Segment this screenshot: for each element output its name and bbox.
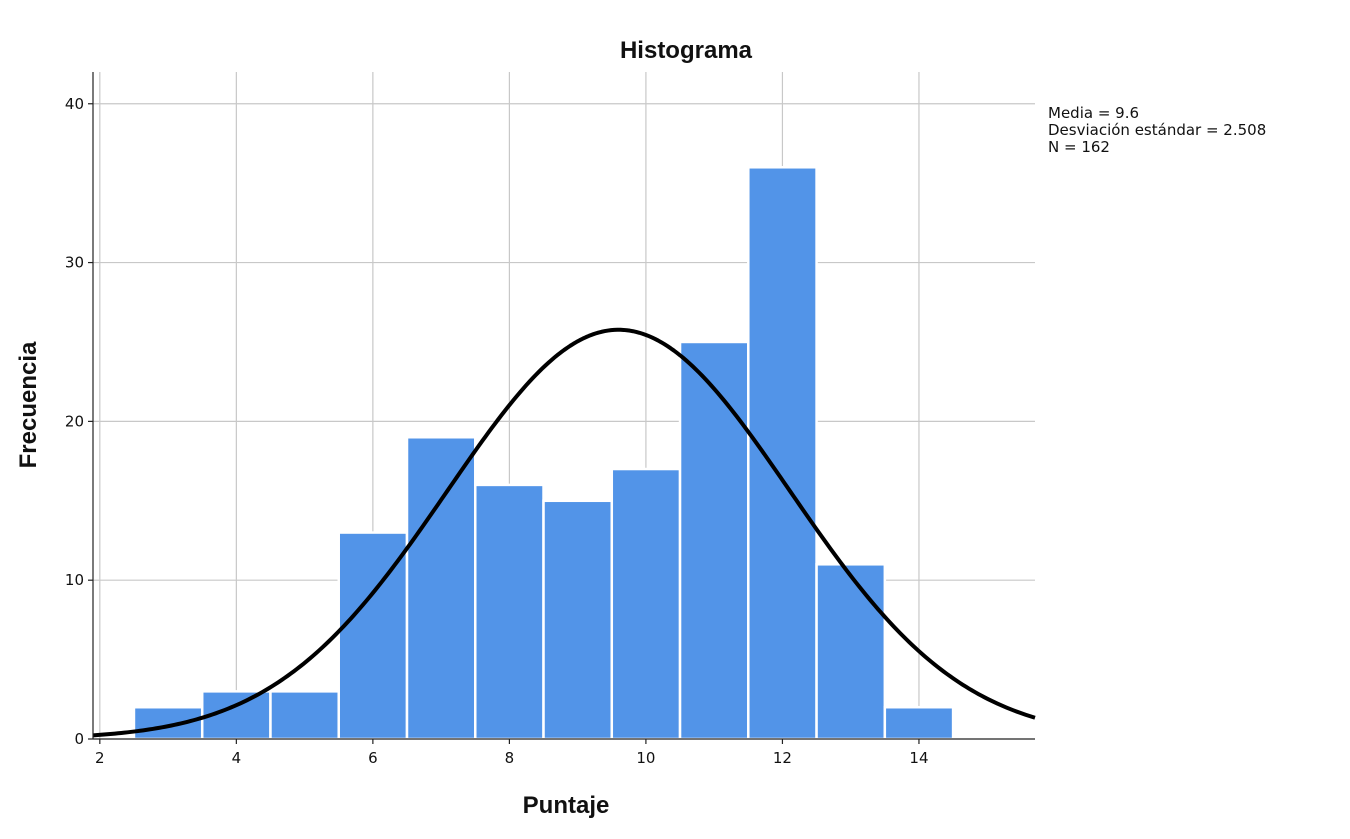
chart-title: Histograma [620, 37, 753, 64]
x-tick-label: 10 [636, 749, 655, 767]
y-tick-label: 30 [65, 254, 84, 272]
curve-layer [92, 327, 1036, 738]
ticks-layer: 2 4 6 8 10 12 14 0 10 20 30 40 [65, 95, 929, 767]
histogram-bar [269, 690, 340, 741]
histogram-bar [883, 705, 955, 741]
histogram-bar [610, 467, 682, 741]
histogram-bar [747, 166, 818, 741]
y-axis-label: Frecuencia [15, 341, 42, 468]
x-tick-label: 8 [505, 749, 515, 767]
y-tick-label: 10 [65, 571, 84, 589]
x-tick-label: 4 [232, 749, 242, 767]
histogram-bar [474, 483, 545, 741]
histogram-bar [678, 340, 750, 741]
histogram-bar [542, 499, 614, 741]
y-tick-label: 40 [65, 95, 84, 113]
x-tick-label: 6 [368, 749, 378, 767]
stats-mean: Media = 9.6 [1048, 104, 1139, 122]
y-tick-label: 20 [65, 412, 84, 430]
histogram-bar [132, 705, 204, 741]
x-tick-label: 14 [909, 749, 928, 767]
y-tick-label: 0 [74, 730, 84, 748]
bars-layer [132, 166, 955, 741]
stats-sd: Desviación estándar = 2.508 [1048, 121, 1266, 139]
x-tick-label: 2 [95, 749, 105, 767]
histogram-bar [815, 563, 887, 741]
histogram-bar [405, 436, 477, 741]
axes-layer [92, 72, 1035, 740]
x-axis-label: Puntaje [523, 792, 610, 819]
x-tick-label: 12 [773, 749, 792, 767]
stats-n: N = 162 [1048, 138, 1110, 156]
normal-curve [92, 327, 1036, 738]
